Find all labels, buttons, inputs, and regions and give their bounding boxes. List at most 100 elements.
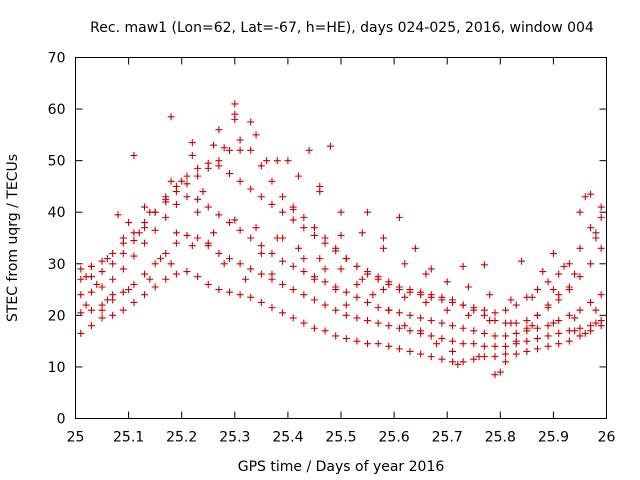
data-point bbox=[576, 324, 584, 332]
data-point bbox=[183, 172, 191, 180]
data-point bbox=[220, 144, 228, 152]
data-point bbox=[401, 322, 409, 330]
y-tick-label: 70 bbox=[48, 51, 66, 67]
data-point bbox=[502, 342, 510, 350]
data-point bbox=[109, 311, 117, 319]
data-point bbox=[342, 301, 350, 309]
data-point bbox=[358, 229, 366, 237]
data-point bbox=[565, 311, 573, 319]
data-point bbox=[300, 268, 308, 276]
data-point bbox=[358, 275, 366, 283]
data-point bbox=[119, 234, 127, 242]
data-point bbox=[183, 231, 191, 239]
data-point bbox=[496, 368, 504, 376]
data-point bbox=[188, 139, 196, 147]
data-point bbox=[449, 358, 457, 366]
data-point bbox=[353, 314, 361, 322]
data-point bbox=[560, 262, 568, 270]
data-point bbox=[549, 249, 557, 257]
data-point bbox=[443, 306, 451, 314]
data-point bbox=[449, 337, 457, 345]
data-point bbox=[146, 208, 154, 216]
data-point bbox=[225, 255, 233, 263]
data-point bbox=[257, 193, 265, 201]
data-point bbox=[337, 231, 345, 239]
data-point bbox=[183, 180, 191, 188]
data-point bbox=[480, 342, 488, 350]
data-point bbox=[225, 170, 233, 178]
data-point bbox=[231, 100, 239, 108]
data-point bbox=[480, 306, 488, 314]
data-point bbox=[103, 296, 111, 304]
data-point bbox=[300, 255, 308, 263]
data-point bbox=[502, 306, 510, 314]
data-point bbox=[427, 265, 435, 273]
data-point bbox=[337, 208, 345, 216]
data-point bbox=[257, 270, 265, 278]
data-point bbox=[167, 177, 175, 185]
data-point bbox=[576, 273, 584, 281]
data-point bbox=[491, 353, 499, 361]
data-point bbox=[172, 270, 180, 278]
data-point bbox=[310, 231, 318, 239]
x-tick-label: 25.6 bbox=[379, 430, 410, 446]
data-point bbox=[77, 291, 85, 299]
data-point bbox=[77, 329, 85, 337]
data-point bbox=[528, 322, 536, 330]
data-point bbox=[555, 270, 563, 278]
data-point bbox=[310, 296, 318, 304]
data-point bbox=[518, 257, 526, 265]
data-point bbox=[571, 270, 579, 278]
data-point bbox=[364, 298, 372, 306]
y-tick-label: 20 bbox=[48, 308, 66, 324]
data-point bbox=[188, 151, 196, 159]
data-point bbox=[385, 280, 393, 288]
data-point bbox=[406, 311, 414, 319]
data-point bbox=[98, 257, 106, 265]
data-point bbox=[119, 306, 127, 314]
data-point bbox=[109, 291, 117, 299]
data-point bbox=[459, 358, 467, 366]
data-point bbox=[279, 280, 287, 288]
data-point bbox=[395, 309, 403, 317]
data-point bbox=[204, 203, 212, 211]
data-point bbox=[597, 244, 605, 252]
data-point bbox=[252, 224, 260, 232]
data-point bbox=[295, 244, 303, 252]
data-point bbox=[555, 291, 563, 299]
data-point bbox=[310, 224, 318, 232]
data-point bbox=[544, 342, 552, 350]
data-point bbox=[204, 164, 212, 172]
data-point bbox=[289, 262, 297, 270]
data-point bbox=[512, 350, 520, 358]
data-point bbox=[459, 301, 467, 309]
data-point bbox=[459, 324, 467, 332]
data-point bbox=[379, 234, 387, 242]
data-point bbox=[236, 226, 244, 234]
y-tick-label: 0 bbox=[57, 412, 66, 428]
data-point bbox=[162, 275, 170, 283]
data-point bbox=[231, 216, 239, 224]
data-point bbox=[406, 347, 414, 355]
data-point bbox=[581, 329, 589, 337]
y-axis-label: STEC from uqrg / TECUs bbox=[5, 154, 21, 322]
data-point bbox=[337, 265, 345, 273]
data-point bbox=[247, 265, 255, 273]
data-point bbox=[316, 255, 324, 263]
data-point bbox=[512, 337, 520, 345]
data-point bbox=[491, 309, 499, 317]
data-point bbox=[162, 213, 170, 221]
y-tick-label: 30 bbox=[48, 257, 66, 273]
data-point bbox=[353, 293, 361, 301]
data-point bbox=[571, 314, 579, 322]
data-point bbox=[544, 322, 552, 330]
data-point bbox=[321, 234, 329, 242]
data-point bbox=[379, 244, 387, 252]
data-point bbox=[533, 335, 541, 343]
data-point bbox=[422, 270, 430, 278]
data-point bbox=[183, 268, 191, 276]
data-point bbox=[257, 162, 265, 170]
data-point bbox=[295, 172, 303, 180]
data-point bbox=[502, 350, 510, 358]
data-point bbox=[77, 275, 85, 283]
